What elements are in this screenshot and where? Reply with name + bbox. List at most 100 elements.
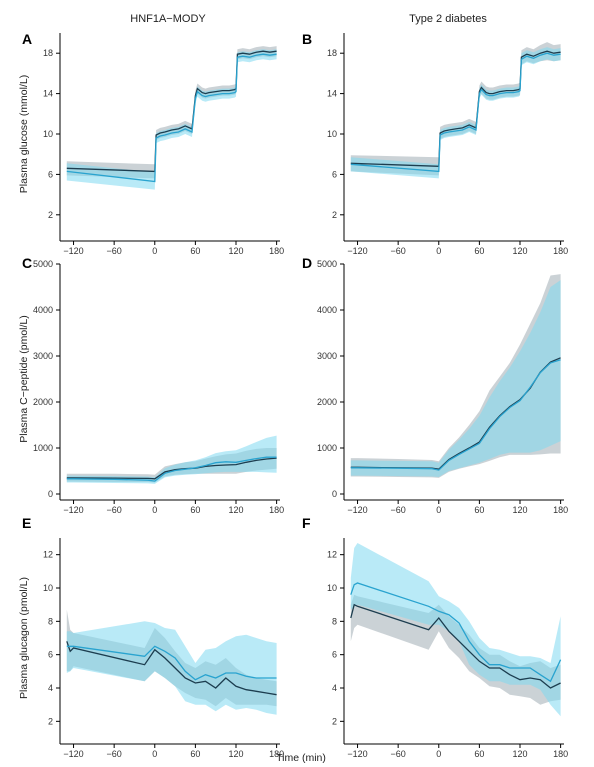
panel-f-y-tick-label: 10 [327, 583, 337, 593]
panel-f-y-tick-label: 8 [332, 616, 337, 626]
panel-f-y-tick-label: 2 [332, 716, 337, 726]
panel-d-x-tick-label: 180 [553, 505, 568, 515]
panel-c-x-tick-label: 180 [269, 505, 284, 515]
panel-a-y-tick-label: 2 [48, 210, 53, 220]
panel-f-x-tick-label: −60 [391, 749, 406, 759]
panel-b-y-tick-label: 10 [327, 129, 337, 139]
panel-e-y-axis-label: Plasma glucagon (pmol/L) [18, 577, 30, 699]
panel-f-x-tick-label: 0 [436, 749, 441, 759]
panel-c-y-axis-label: Plasma C−peptide (pmol/L) [18, 315, 30, 443]
panel-c-y-tick-label: 1000 [33, 443, 53, 453]
panel-b-y-tick-label: 18 [327, 48, 337, 58]
panel-e-y-tick-label: 12 [43, 550, 53, 560]
panel-c-y-tick-label: 2000 [33, 397, 53, 407]
panel-a-x-tick-label: 0 [152, 246, 157, 256]
panel-b-y-tick-label: 14 [327, 89, 337, 99]
panel-e-cyan-band [66, 621, 277, 715]
panel-a-x-tick-label: 60 [190, 246, 200, 256]
panel-a-grey-band [66, 46, 277, 179]
panel-c-y-tick-label: 4000 [33, 305, 53, 315]
panel-d-cyan-band [350, 280, 561, 477]
panel-b-x-tick-label: −60 [391, 246, 406, 256]
panel-a-x-tick-label: 120 [228, 246, 243, 256]
panel-e-letter: E [22, 515, 31, 531]
panel-d-letter: D [302, 255, 312, 271]
column-title-type-2-diabetes: Type 2 diabetes [409, 13, 487, 25]
panel-b-x-tick-label: 120 [512, 246, 527, 256]
panel-e-x-tick-label: −60 [107, 749, 122, 759]
panel-a-y-tick-label: 6 [48, 169, 53, 179]
panel-a-letter: A [22, 31, 32, 47]
panel-d-x-tick-label: 120 [512, 505, 527, 515]
panel-b-letter: B [302, 31, 312, 47]
panel-d-y-tick-label: 0 [332, 489, 337, 499]
panel-b-x-tick-label: 0 [436, 246, 441, 256]
panel-d-y-tick-label: 2000 [317, 397, 337, 407]
panel-b-x-tick-label: 60 [474, 246, 484, 256]
panel-d-x-tick-label: −120 [347, 505, 367, 515]
panel-f-dark-line [350, 603, 561, 689]
panel-b-y-tick-label: 6 [332, 169, 337, 179]
panel-d-x-tick-label: −60 [391, 505, 406, 515]
panel-d: D 0 1000 2000 3000 4000 5000 −120 −60 0 60 120 180 [302, 255, 568, 515]
panel-b-dark-line [350, 50, 561, 167]
panel-d-y-tick-label: 5000 [317, 259, 337, 269]
panel-b-x-tick-label: 180 [553, 246, 568, 256]
panel-f-x-tick-label: −120 [347, 749, 367, 759]
panel-a-y-tick-label: 10 [43, 129, 53, 139]
panel-f-cyan-line [350, 582, 562, 683]
panel-c-x-tick-label: −120 [63, 505, 83, 515]
panel-e-x-tick-label: 60 [190, 749, 200, 759]
panel-c-x-tick-label: −60 [107, 505, 122, 515]
panel-e-x-tick-label: −120 [63, 749, 83, 759]
panel-d-x-tick-label: 0 [436, 505, 441, 515]
panel-a-y-axis-label: Plasma glucose (mmol/L) [18, 75, 30, 193]
x-axis-label: Time (min) [276, 752, 326, 764]
panel-e-x-tick-label: 120 [228, 749, 243, 759]
panel-e-cyan-line [66, 645, 277, 681]
panel-f-letter: F [302, 515, 311, 531]
panel-b-cyan-line [350, 52, 561, 173]
panel-a-x-tick-label: 180 [269, 246, 284, 256]
panel-c-y-tick-label: 3000 [33, 351, 53, 361]
panel-d-y-tick-label: 3000 [317, 351, 337, 361]
panel-d-cyan-line [350, 359, 561, 471]
panel-c-letter: C [22, 255, 32, 271]
panel-b-x-tick-label: −120 [347, 246, 367, 256]
column-title-hnf1a-mody: HNF1A−MODY [130, 13, 206, 25]
panel-b-y-tick-label: 2 [332, 210, 337, 220]
panel-c-x-tick-label: 120 [228, 505, 243, 515]
panel-b: B 2 6 10 14 18 −120 −60 0 60 120 180 [302, 31, 568, 256]
panel-e-x-tick-label: 180 [269, 749, 284, 759]
panel-a-cyan-band [66, 49, 277, 190]
panel-c-x-tick-label: 0 [152, 505, 157, 515]
panel-d-y-tick-label: 1000 [317, 443, 337, 453]
panel-e-y-tick-label: 6 [48, 650, 53, 660]
panel-a-x-tick-label: −60 [107, 246, 122, 256]
panel-f-x-tick-label: 60 [474, 749, 484, 759]
panel-a-y-tick-label: 14 [43, 89, 53, 99]
panel-e: E 2 4 6 8 10 12 −120 −60 0 60 120 180 Plasma glucago… [18, 515, 284, 759]
panel-e-y-tick-label: 10 [43, 583, 53, 593]
panel-c-y-tick-label: 5000 [33, 259, 53, 269]
panel-a-x-tick-label: −120 [63, 246, 83, 256]
panel-c-x-tick-label: 60 [190, 505, 200, 515]
panel-c-cyan-line [66, 456, 277, 482]
panel-a-y-tick-label: 18 [43, 48, 53, 58]
panel-e-y-tick-label: 8 [48, 616, 53, 626]
panel-e-x-tick-label: 0 [152, 749, 157, 759]
panel-b-cyan-band [350, 47, 561, 179]
panel-f-y-tick-label: 4 [332, 683, 337, 693]
panel-a-dark-line [66, 50, 277, 173]
panel-f: F 2 4 6 8 10 12 −120 −60 0 60 120 180 [302, 515, 568, 759]
panel-d-y-tick-label: 4000 [317, 305, 337, 315]
panel-e-y-tick-label: 2 [48, 716, 53, 726]
panel-f-y-tick-label: 6 [332, 650, 337, 660]
panel-f-x-tick-label: 180 [553, 749, 568, 759]
panel-e-dark-line [66, 641, 277, 696]
panel-a-cyan-line [66, 53, 277, 183]
panel-c-y-tick-label: 0 [48, 489, 53, 499]
panel-f-y-tick-label: 12 [327, 550, 337, 560]
panel-c: C 0 1000 2000 3000 4000 5000 −120 −60 0 60 120 180 P… [18, 255, 284, 515]
